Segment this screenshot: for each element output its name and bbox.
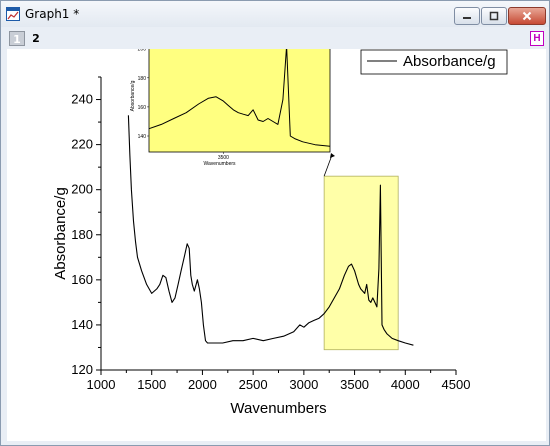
- y-tick-label: 160: [71, 272, 93, 287]
- series-line-absorbance: [127, 115, 414, 346]
- graph-page[interactable]: 1000 1500 2000 2500 3000 3500 4000 4500 120 140 16…: [7, 49, 546, 441]
- inset-y-tick-label: 140: [138, 134, 147, 140]
- inset-frame: [148, 49, 331, 153]
- inset-y-tick-label: 200: [138, 49, 147, 53]
- x-tick-label: 1500: [137, 377, 166, 392]
- maximize-icon: [489, 11, 499, 21]
- x-tick-label: 4500: [442, 377, 471, 392]
- close-icon: [522, 11, 532, 21]
- main-plot-layer: 1000 1500 2000 2500 3000 3500 4000 4500 120 140 16…: [52, 49, 508, 417]
- y-tick-label: 200: [71, 182, 93, 197]
- hide-button[interactable]: H: [530, 31, 544, 46]
- window-title: Graph1 *: [25, 7, 80, 21]
- inset-plot-layer: 3500 140 160 180 200 Wavenumbers Absorbance/g: [130, 49, 335, 177]
- layer-tab-1[interactable]: 1: [9, 31, 25, 46]
- x-tick-label: 2500: [239, 377, 268, 392]
- inset-y-tick-label: 160: [138, 105, 147, 111]
- x-tick-label: 3500: [340, 377, 369, 392]
- y-tick-label: 180: [71, 227, 93, 242]
- layer-tab-2[interactable]: 2: [32, 32, 40, 45]
- x-axis-title: Wavenumbers: [230, 400, 326, 417]
- y-axis-title: Absorbance/g: [52, 187, 69, 280]
- x-tick-label: 4000: [391, 377, 420, 392]
- graph-icon: [6, 7, 20, 21]
- highlight-region: [323, 175, 399, 351]
- inset-x-tick-label: 3500: [218, 155, 229, 161]
- inset-x-axis-title: Wavenumbers: [203, 161, 236, 167]
- close-button[interactable]: [508, 7, 546, 25]
- layer-bar: 1 2 H: [4, 28, 547, 48]
- chart[interactable]: 1000 1500 2000 2500 3000 3500 4000 4500 120 140 16…: [7, 49, 546, 441]
- zoom-arrow-head: [330, 153, 335, 158]
- x-tick-label: 2000: [188, 377, 217, 392]
- title-bar[interactable]: Graph1 *: [1, 1, 549, 27]
- inset-y-axis-title: Absorbance/g: [130, 80, 136, 111]
- y-tick-label: 120: [71, 362, 93, 377]
- minimize-icon: [463, 17, 471, 19]
- inset-series-line: [148, 49, 331, 147]
- x-tick-label: 1000: [87, 377, 116, 392]
- y-tick-label: 220: [71, 137, 93, 152]
- minimize-button[interactable]: [454, 7, 480, 25]
- x-tick-label: 3000: [289, 377, 318, 392]
- zoom-arrow-line: [323, 154, 333, 177]
- y-tick-label: 140: [71, 317, 93, 332]
- maximize-button[interactable]: [481, 7, 507, 25]
- y-tick-label: 240: [71, 92, 93, 107]
- legend-label: Absorbance/g: [403, 53, 496, 70]
- inset-y-tick-label: 180: [138, 76, 147, 82]
- legend-box: [360, 49, 508, 75]
